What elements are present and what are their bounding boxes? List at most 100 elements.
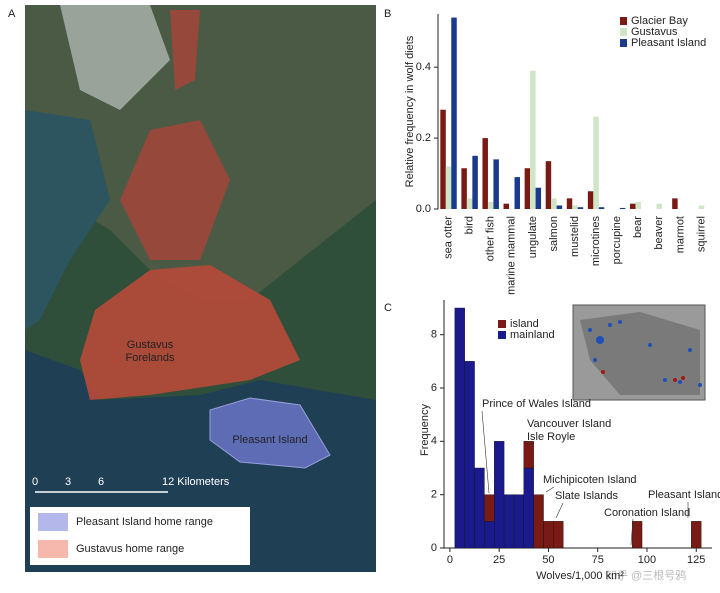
bar: [631, 521, 643, 549]
bar: [523, 467, 534, 549]
legend-swatch: [620, 39, 627, 47]
inset-dot: [593, 358, 597, 362]
inset-dot: [648, 343, 652, 347]
x-tick-label: 100: [638, 554, 656, 566]
bar: [572, 205, 578, 209]
bar: [533, 494, 544, 549]
bar: [451, 17, 457, 209]
legend-swatch: [38, 513, 68, 531]
x-axis-label: Wolves/1,000 km²: [536, 570, 624, 582]
bar: [474, 467, 485, 549]
bar: [440, 109, 446, 209]
legend-swatch: [620, 17, 627, 25]
bar: [691, 521, 702, 549]
legend-label: Gustavus: [631, 26, 678, 38]
bar: [484, 494, 495, 522]
inset-dot: [601, 370, 605, 374]
legend-label: mainland: [510, 329, 555, 341]
annotation: Isle Royle: [527, 431, 575, 443]
panel-label: A: [8, 8, 16, 20]
inset-dot: [678, 380, 682, 384]
x-tick-label: marmot: [674, 216, 686, 253]
inset-dot: [688, 348, 692, 352]
annotation: Pleasant Island: [648, 489, 720, 501]
bar: [472, 155, 478, 209]
annotation-pointer: [526, 442, 535, 446]
bar: [566, 198, 573, 209]
water: [25, 110, 110, 330]
legend-swatch: [620, 28, 627, 36]
y-axis-label: Relative frequency in wolf diets: [404, 35, 416, 187]
x-tick-label: salmon: [548, 216, 560, 251]
bar: [523, 441, 534, 469]
annotation-pointer: [481, 410, 490, 494]
x-tick-label: sea otter: [442, 216, 454, 259]
x-tick-label: marine mammal: [506, 216, 518, 295]
bar: [619, 207, 626, 209]
inset-land: [580, 312, 700, 395]
y-tick-label: 6: [431, 382, 437, 394]
scale-label: 12 Kilometers: [162, 476, 230, 488]
x-tick-label: mustelid: [569, 216, 581, 257]
y-tick-label: 4: [431, 435, 437, 447]
bar: [530, 70, 536, 210]
annotation-pointer: [630, 518, 634, 546]
x-tick-label: 125: [687, 554, 705, 566]
bar: [545, 161, 552, 209]
bar: [513, 494, 525, 549]
ice: [60, 5, 170, 110]
annotation-pointer: [555, 502, 564, 519]
x-tick-label: 50: [542, 554, 554, 566]
bar: [635, 201, 641, 209]
x-tick-label: 25: [493, 554, 505, 566]
legend-swatch: [498, 331, 506, 339]
inset-dot: [681, 376, 685, 380]
place-label: Forelands: [126, 352, 175, 364]
bar: [454, 307, 465, 549]
bar: [630, 203, 636, 209]
bar: [593, 116, 599, 209]
bar: [464, 361, 475, 549]
bar: [535, 187, 542, 209]
watermark: 知乎 @三根号鸦: [606, 568, 686, 582]
x-tick-label: beaver: [653, 216, 665, 250]
x-tick-label: porcupine: [611, 216, 623, 264]
bar: [461, 168, 467, 209]
bar: [445, 166, 452, 209]
map-panel: A Gustavus Forelands Pleasant Island 0 3…: [8, 5, 376, 572]
bar: [598, 207, 605, 209]
x-tick-label: 0: [447, 554, 453, 566]
bar: [577, 207, 584, 209]
inset-dot: [673, 378, 677, 382]
bar: [551, 198, 557, 209]
bar: [487, 201, 494, 209]
gustavus-range: [80, 265, 300, 400]
scale-label: 6: [98, 476, 104, 488]
x-tick-label: 75: [592, 554, 604, 566]
bar: [698, 205, 705, 209]
inset-dot: [608, 323, 612, 327]
legend-swatch: [498, 320, 506, 328]
bar: [543, 521, 554, 549]
legend-label: Pleasant Island home range: [76, 516, 213, 528]
place-label: Pleasant Island: [232, 434, 307, 446]
bar: [503, 203, 510, 209]
annotation: Prince of Wales Island: [482, 398, 591, 410]
bar: [656, 203, 663, 209]
y-tick-label: 0.2: [416, 132, 431, 144]
scale-label: 3: [65, 476, 71, 488]
x-tick-label: squirrel: [695, 216, 707, 252]
bar: [493, 159, 499, 209]
bar: [672, 198, 678, 209]
x-tick-label: microtines: [590, 216, 602, 267]
x-tick-label: ungulate: [527, 216, 539, 258]
annotation: Vancouver Island: [527, 418, 611, 430]
panel-label: C: [384, 302, 392, 314]
bar: [524, 168, 531, 209]
bar: [484, 521, 495, 549]
x-tick-label: bird: [464, 216, 476, 234]
annotation-pointer: [545, 486, 555, 493]
x-tick-label: bear: [632, 216, 644, 238]
gustavus-range: [170, 10, 200, 90]
